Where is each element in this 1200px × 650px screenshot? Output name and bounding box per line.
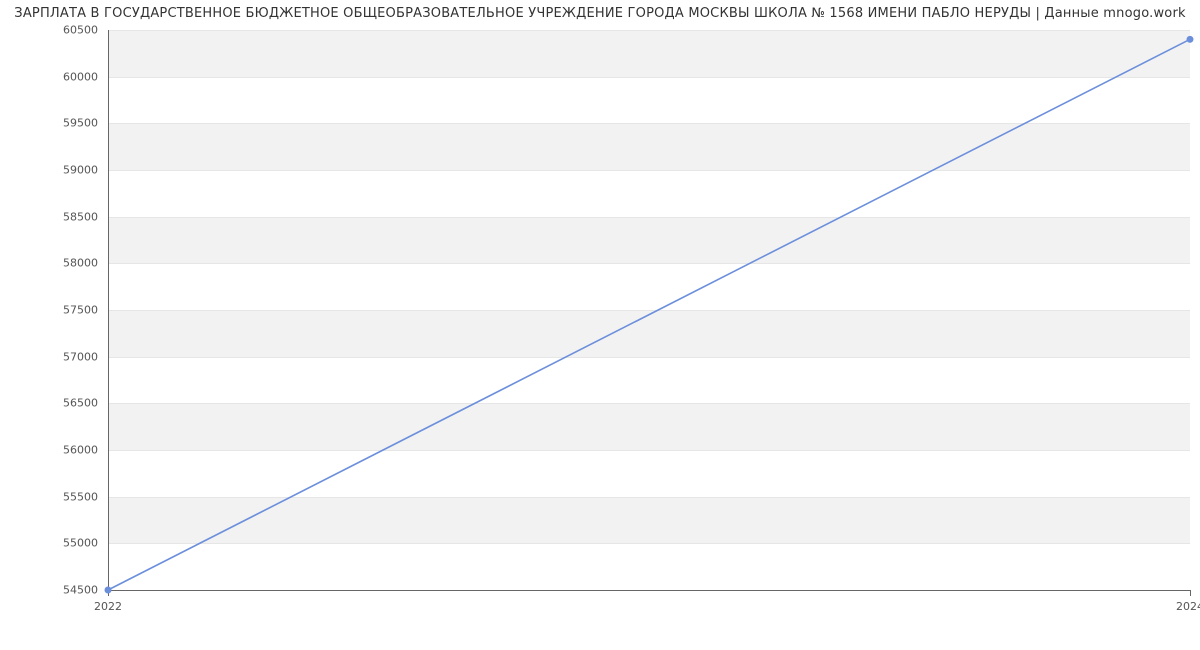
- y-tick-label: 60500: [48, 24, 98, 37]
- y-tick-label: 57000: [48, 350, 98, 363]
- y-tick-label: 59500: [48, 117, 98, 130]
- y-tick-label: 56500: [48, 397, 98, 410]
- y-tick-label: 60000: [48, 70, 98, 83]
- x-axis-line: [108, 590, 1190, 591]
- y-tick-label: 58500: [48, 210, 98, 223]
- series-marker: [105, 587, 112, 594]
- chart-title: ЗАРПЛАТА В ГОСУДАРСТВЕННОЕ БЮДЖЕТНОЕ ОБЩ…: [0, 6, 1200, 21]
- y-tick-label: 55000: [48, 537, 98, 550]
- x-tick: [1190, 590, 1191, 596]
- plot-area: 5450055000555005600056500570005750058000…: [108, 30, 1190, 590]
- line-layer: [108, 30, 1190, 590]
- y-tick-label: 58000: [48, 257, 98, 270]
- y-tick-label: 54500: [48, 584, 98, 597]
- chart-container: ЗАРПЛАТА В ГОСУДАРСТВЕННОЕ БЮДЖЕТНОЕ ОБЩ…: [0, 0, 1200, 650]
- series-marker: [1187, 36, 1194, 43]
- y-tick-label: 59000: [48, 164, 98, 177]
- x-tick-label: 2022: [94, 600, 122, 613]
- x-tick-label: 2024: [1176, 600, 1200, 613]
- series-line: [108, 39, 1190, 590]
- y-tick-label: 57500: [48, 304, 98, 317]
- y-tick-label: 55500: [48, 490, 98, 503]
- y-tick-label: 56000: [48, 444, 98, 457]
